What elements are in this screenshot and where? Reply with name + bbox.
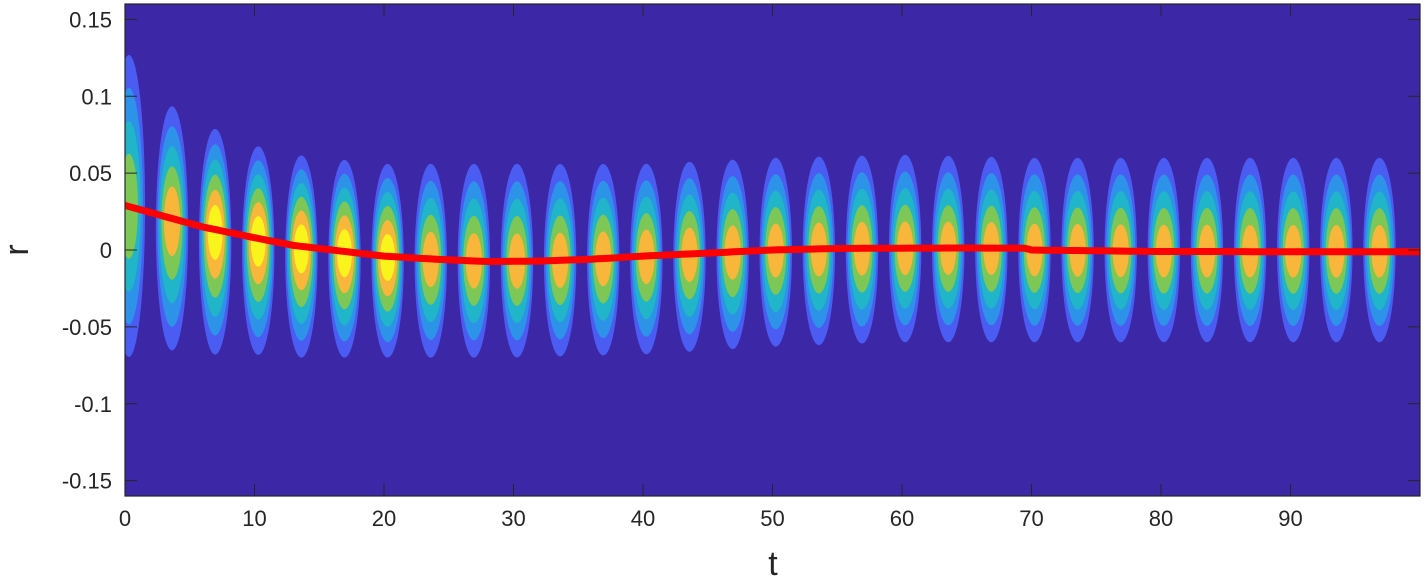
x-tick-label: 20	[372, 506, 396, 531]
y-tick-label: -0.15	[62, 469, 112, 494]
y-axis-tick-labels: 0.15 0.1 0.05 0 -0.05 -0.1 -0.15	[62, 7, 112, 493]
x-axis-tick-labels: 0 10 20 30 40 50 60 70 80 90	[119, 506, 1303, 531]
y-tick-label: 0.05	[69, 161, 112, 186]
x-tick-label: 80	[1149, 506, 1173, 531]
x-tick-label: 40	[631, 506, 655, 531]
x-tick-label: 0	[119, 506, 131, 531]
contour-blob	[328, 159, 361, 358]
contour-blob	[285, 155, 318, 358]
x-tick-label: 10	[242, 506, 266, 531]
x-tick-label: 50	[760, 506, 784, 531]
y-tick-label: 0.15	[69, 7, 112, 32]
y-tick-label: -0.05	[62, 315, 112, 340]
x-tick-label: 70	[1019, 506, 1043, 531]
contour-blob	[630, 163, 663, 355]
contour-blob	[1277, 157, 1310, 343]
contour-blob	[198, 128, 232, 355]
y-axis-label: r	[0, 244, 36, 255]
contour-blob	[242, 146, 275, 355]
x-tick-label: 90	[1278, 506, 1302, 531]
y-tick-label: 0	[100, 238, 112, 263]
y-tick-label: 0.1	[81, 84, 112, 109]
mean-line-series	[125, 201, 1420, 265]
x-tick-label: 30	[501, 506, 525, 531]
x-axis-label: t	[768, 545, 778, 580]
axis-ticks	[124, 4, 1420, 496]
contour-blob	[371, 163, 404, 358]
x-tick-label: 60	[890, 506, 914, 531]
contour-blob	[155, 106, 189, 351]
y-tick-label: -0.1	[74, 392, 112, 417]
